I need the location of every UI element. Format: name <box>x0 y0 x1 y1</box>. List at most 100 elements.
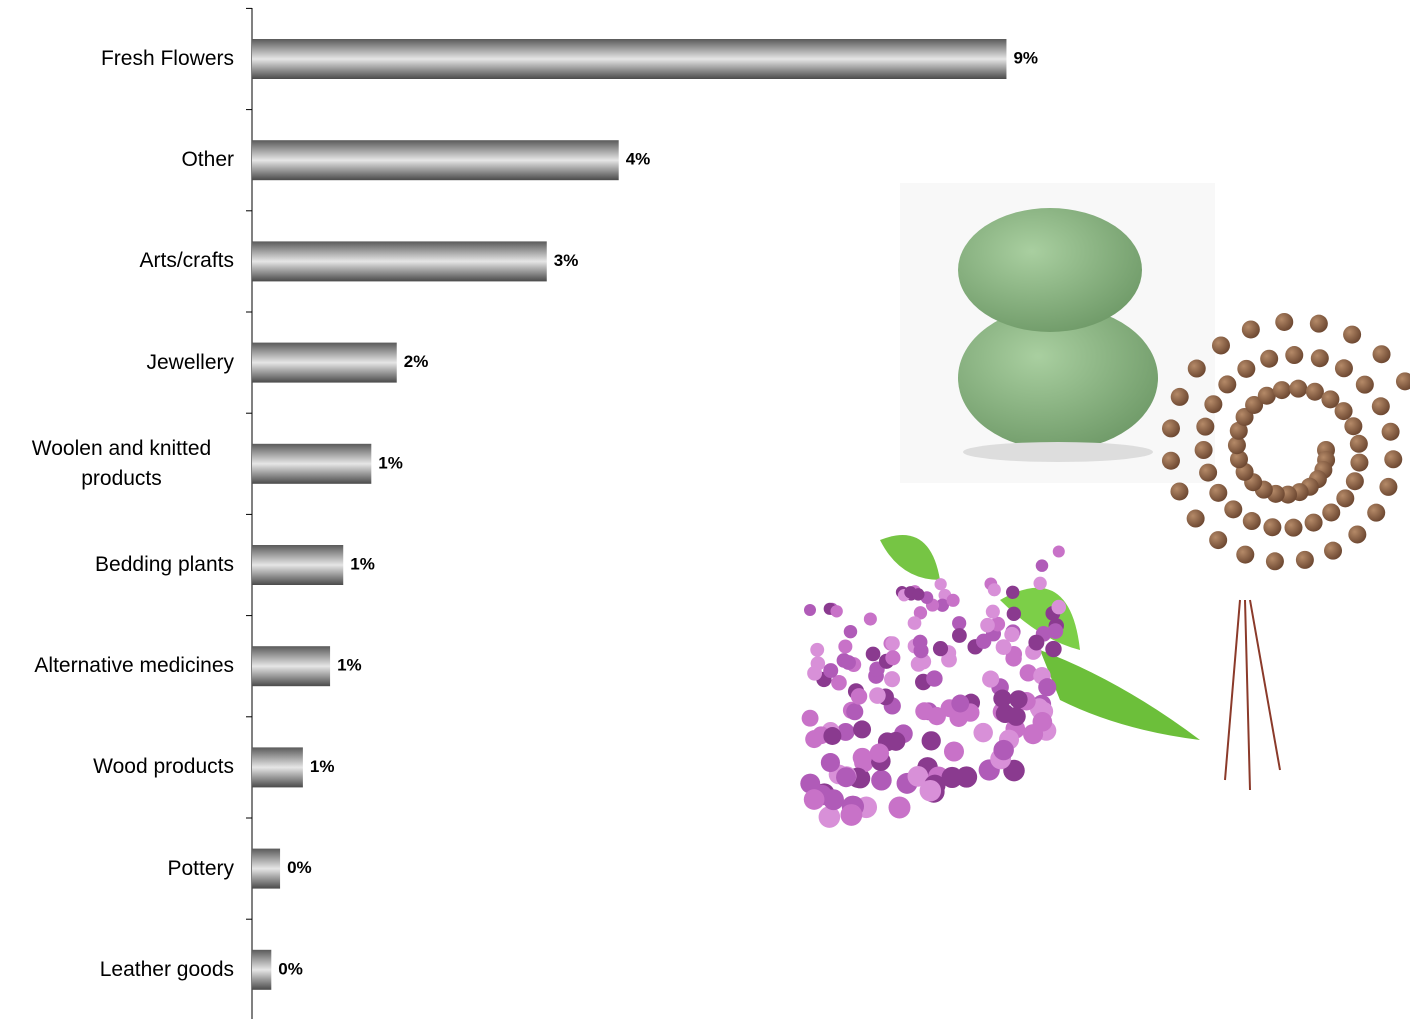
petal <box>836 767 857 788</box>
bead <box>1344 417 1363 436</box>
petal <box>995 639 1012 655</box>
petal <box>980 617 995 633</box>
petal <box>830 605 843 618</box>
bead <box>1209 483 1228 502</box>
bead <box>1170 482 1189 501</box>
petal <box>982 670 1000 688</box>
category-label-box: Wood products <box>93 727 234 807</box>
petal <box>823 727 842 745</box>
petal <box>850 688 868 705</box>
value-label: 3% <box>554 251 579 270</box>
category-label-box: Arts/crafts <box>139 221 234 301</box>
bead <box>1295 550 1314 569</box>
bar <box>252 545 344 585</box>
petal <box>987 583 1001 597</box>
petal <box>843 624 858 639</box>
petal <box>985 604 1000 619</box>
bead <box>1309 314 1328 333</box>
category-label-box: Fresh Flowers <box>101 19 234 99</box>
value-label: 0% <box>287 858 312 877</box>
petal <box>852 747 872 768</box>
bead <box>1395 372 1410 391</box>
bead <box>1305 382 1324 401</box>
bead <box>1186 509 1205 528</box>
petal <box>1035 559 1049 572</box>
leaf <box>880 535 940 580</box>
petal <box>871 769 892 791</box>
value-label: 1% <box>337 656 362 675</box>
petal <box>907 616 922 630</box>
bar <box>252 949 272 990</box>
petal <box>915 702 934 721</box>
petal <box>863 612 877 626</box>
petal <box>1023 724 1044 745</box>
petal <box>884 671 901 688</box>
petal <box>1006 606 1022 622</box>
petal <box>800 773 821 794</box>
value-label: 0% <box>278 959 303 978</box>
bead <box>1161 451 1180 470</box>
bead <box>1241 320 1260 339</box>
petal <box>840 804 863 826</box>
bead <box>1260 349 1279 368</box>
bead <box>1284 518 1303 537</box>
category-label-box: Leather goods <box>100 930 234 1010</box>
bead <box>1285 346 1304 365</box>
petal <box>913 606 928 620</box>
bar <box>252 241 547 282</box>
y-tick-label: Arts/crafts <box>139 249 234 273</box>
petal <box>1004 626 1020 643</box>
petal <box>810 642 825 657</box>
bead <box>1324 541 1343 560</box>
petal <box>1033 576 1047 590</box>
petal <box>907 765 929 787</box>
bead <box>1345 472 1364 491</box>
petal <box>1028 634 1045 651</box>
petal <box>1047 623 1064 639</box>
petal <box>1009 690 1028 709</box>
y-tick-label: Other <box>181 148 234 172</box>
bead <box>1343 325 1362 344</box>
y-tick-label: Jewellery <box>146 350 234 374</box>
bead <box>1372 345 1391 364</box>
bead <box>1350 453 1369 472</box>
petal <box>1006 585 1020 599</box>
bead <box>1289 379 1308 398</box>
bead <box>1275 312 1294 331</box>
category-label-box: Pottery <box>167 829 234 909</box>
petal <box>951 694 970 713</box>
bar <box>252 140 619 181</box>
petal <box>952 628 967 643</box>
bead <box>1229 450 1248 469</box>
petal <box>941 766 963 789</box>
bead <box>1355 375 1374 394</box>
petal <box>803 789 825 810</box>
bead <box>1211 336 1230 355</box>
bead <box>1196 417 1215 436</box>
petal <box>946 593 960 607</box>
tassel <box>1224 599 1281 791</box>
bead <box>1367 503 1386 522</box>
petal <box>838 639 853 654</box>
bead <box>1199 463 1218 482</box>
bead <box>1334 359 1353 378</box>
category-label-box: Other <box>181 120 234 200</box>
value-label: 1% <box>378 453 403 472</box>
bar <box>252 848 281 889</box>
bead <box>1224 500 1243 519</box>
petal <box>973 722 993 743</box>
bead <box>1334 402 1353 421</box>
petal <box>1052 545 1065 558</box>
bead <box>1304 513 1323 532</box>
bead <box>1263 518 1282 537</box>
bead <box>1322 503 1341 522</box>
bar <box>252 443 372 484</box>
bead <box>1384 450 1403 469</box>
y-tick-label: Fresh Flowers <box>100 47 234 70</box>
petal <box>885 650 901 666</box>
petal <box>841 655 856 670</box>
value-label: 4% <box>626 150 651 169</box>
petal <box>820 752 840 773</box>
category-label-box: Bedding plants <box>95 525 234 605</box>
